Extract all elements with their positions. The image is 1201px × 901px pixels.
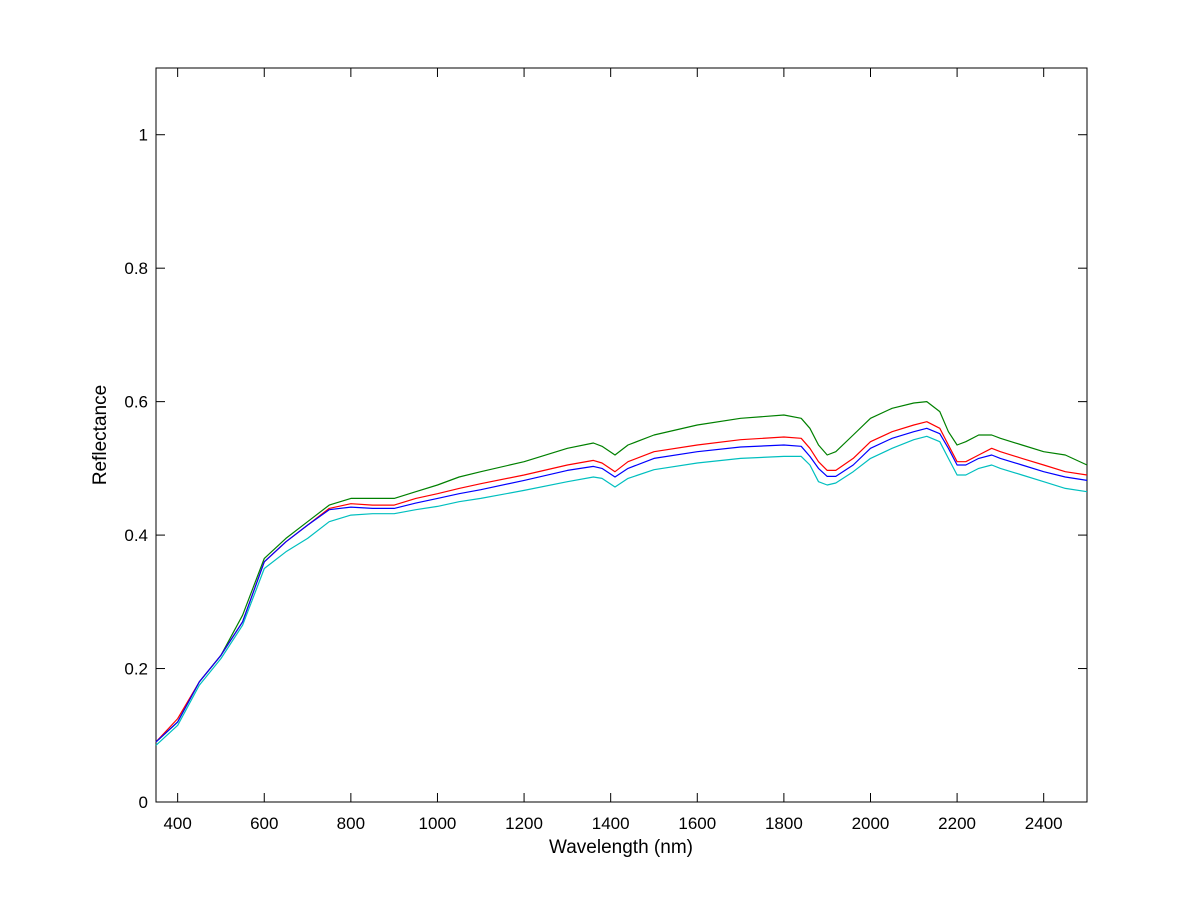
series-line-1 bbox=[155, 401, 1088, 743]
tick-layer: 400 600 800 1000 1200 1400 1600 1800 2000 2200 240… bbox=[124, 68, 1087, 833]
y-axis-label: Reflectance bbox=[90, 385, 111, 485]
x-tick-label-400: 400 bbox=[163, 814, 191, 833]
x-tick-label-2000: 2000 bbox=[852, 814, 890, 833]
x-tick-label-600: 600 bbox=[250, 814, 278, 833]
plot-frame bbox=[155, 67, 1088, 803]
x-tick-label-1200: 1200 bbox=[505, 814, 543, 833]
series-layer bbox=[155, 401, 1088, 746]
x-tick-label-1600: 1600 bbox=[678, 814, 716, 833]
series-line-4 bbox=[155, 435, 1088, 746]
series-line-3 bbox=[155, 427, 1088, 743]
y-tick-label-1: 1 bbox=[139, 126, 148, 145]
x-axis-label: Wavelength (nm) bbox=[549, 837, 693, 858]
y-tick-label-0: 0 bbox=[139, 793, 148, 812]
x-tick-label-1400: 1400 bbox=[592, 814, 630, 833]
series-line-2 bbox=[155, 421, 1088, 743]
y-tick-label-0.2: 0.2 bbox=[124, 660, 148, 679]
y-tick-label-0.6: 0.6 bbox=[124, 393, 148, 412]
x-tick-label-800: 800 bbox=[337, 814, 365, 833]
y-tick-label-0.4: 0.4 bbox=[124, 526, 148, 545]
y-tick-label-0.8: 0.8 bbox=[124, 259, 148, 278]
x-tick-label-2400: 2400 bbox=[1025, 814, 1063, 833]
x-tick-label-2200: 2200 bbox=[938, 814, 976, 833]
x-tick-label-1800: 1800 bbox=[765, 814, 803, 833]
x-tick-label-1000: 1000 bbox=[419, 814, 457, 833]
